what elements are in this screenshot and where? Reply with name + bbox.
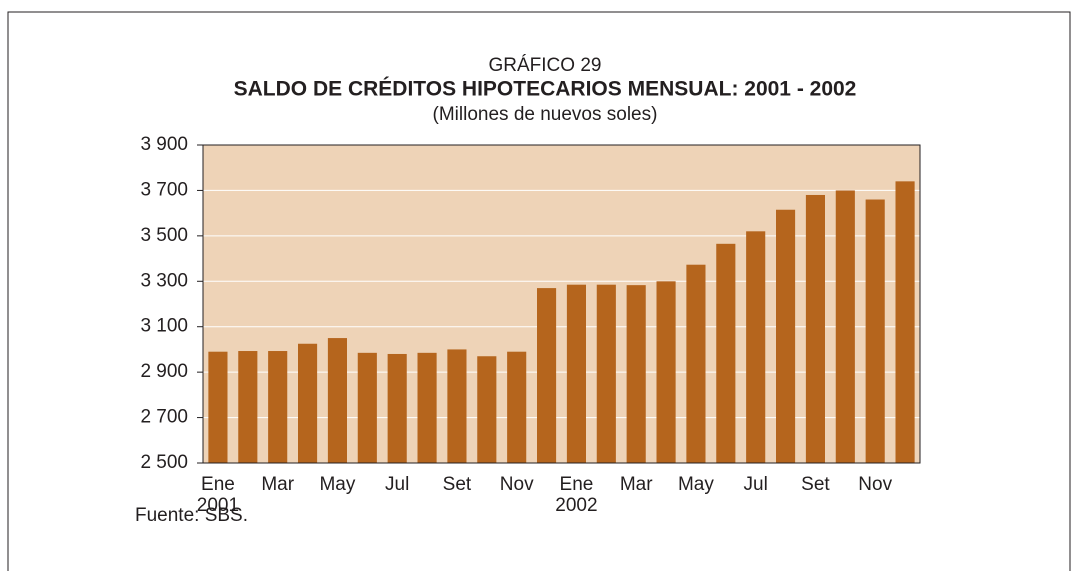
- x-tick-label: Mar: [620, 474, 653, 495]
- bar: [387, 353, 407, 463]
- y-tick-label: 3 500: [140, 225, 188, 246]
- y-tick-label: 3 100: [140, 316, 188, 337]
- bar: [537, 288, 557, 463]
- bar: [357, 352, 377, 463]
- x-tick-label: Jul: [744, 474, 768, 495]
- plot-border: [202, 144, 921, 464]
- bar: [477, 356, 497, 463]
- bar: [686, 264, 706, 463]
- bar: [327, 338, 347, 463]
- y-tick-label: 2 900: [140, 361, 188, 382]
- x-tick-label: Nov: [500, 474, 534, 495]
- chart-label: GRÁFICO 29: [489, 55, 602, 76]
- x-tick-label: Set: [443, 474, 472, 495]
- bar: [208, 351, 228, 463]
- bar: [805, 194, 825, 463]
- x-tick-label: Jul: [385, 474, 409, 495]
- x-year-label: 2002: [555, 495, 597, 516]
- y-tick-label: 3 300: [140, 270, 188, 291]
- y-tick-label: 3 900: [140, 134, 188, 155]
- y-tick-label: 2 700: [140, 407, 188, 428]
- y-tick-label: 2 500: [140, 452, 188, 473]
- bar: [268, 351, 288, 463]
- bar: [507, 351, 527, 463]
- bar: [716, 243, 736, 463]
- bar: [596, 284, 616, 463]
- bar: [447, 349, 467, 463]
- x-year-label: 2001: [197, 495, 239, 516]
- x-tick-label: Mar: [261, 474, 294, 495]
- x-tick-label: May: [678, 474, 714, 495]
- bar: [835, 190, 855, 463]
- chart-title: SALDO DE CRÉDITOS HIPOTECARIOS MENSUAL: …: [234, 78, 857, 101]
- bar: [865, 199, 885, 463]
- source-note: Fuente: SBS.: [135, 505, 248, 526]
- bar: [298, 343, 318, 463]
- bar: [746, 231, 766, 463]
- bar: [566, 284, 586, 463]
- y-tick-label: 3 700: [140, 179, 188, 200]
- bar: [656, 281, 676, 463]
- x-tick-label: Nov: [858, 474, 892, 495]
- x-tick-label: Ene: [201, 474, 235, 495]
- bar: [238, 351, 258, 463]
- x-tick-label: Ene: [560, 474, 594, 495]
- x-tick-label: May: [319, 474, 355, 495]
- bar: [895, 181, 915, 464]
- bar: [776, 209, 796, 463]
- plot-background: [203, 145, 920, 463]
- bar: [626, 285, 646, 463]
- frame: [7, 11, 1071, 571]
- bar: [417, 352, 437, 463]
- chart-subtitle: (Millones de nuevos soles): [433, 104, 658, 125]
- x-tick-label: Set: [801, 474, 830, 495]
